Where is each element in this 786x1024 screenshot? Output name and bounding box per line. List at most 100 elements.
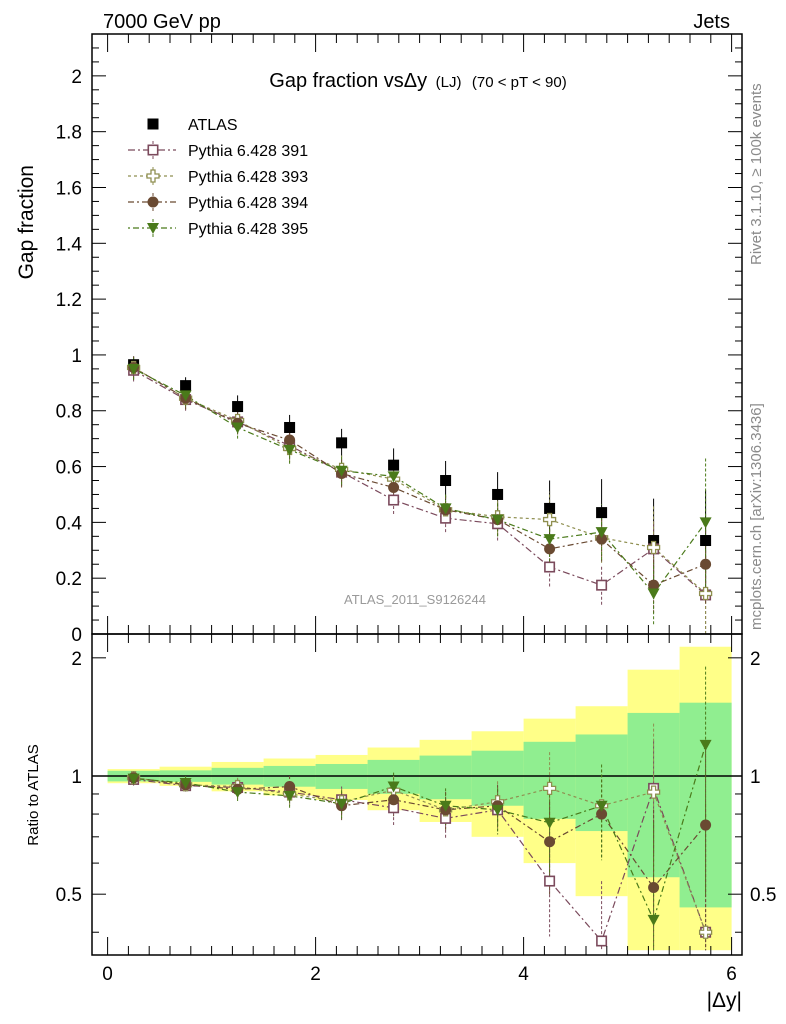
ratio-point — [544, 836, 556, 848]
y-axis-label: Gap fraction — [15, 165, 38, 279]
legend-marker — [147, 196, 159, 208]
series-point — [700, 558, 712, 570]
ratio-y-axis-label: Ratio to ATLAS — [25, 744, 42, 845]
ratio-point — [596, 808, 608, 820]
atlas-point — [700, 535, 712, 547]
header-jets-label: Jets — [693, 11, 730, 33]
series-point — [544, 561, 556, 573]
y-tick-label: 0.6 — [56, 458, 82, 479]
atlas-point — [180, 380, 192, 392]
series-point — [283, 444, 296, 456]
ratio-point — [127, 773, 140, 785]
series-point — [596, 533, 608, 545]
ratio-y-tick-label: 0.5 — [750, 885, 776, 906]
x-tick-label: 0 — [102, 964, 113, 985]
series-point — [596, 579, 608, 591]
atlas-point — [232, 401, 244, 413]
axes-frames: 0 0.2 0.4 0.6 0.8 1 1.2 1.4 1.6 1.8 2 0 2 4 6 0.5 0.5 1 1 2… — [56, 33, 776, 985]
watermark: ATLAS_2011_S9126244 — [344, 592, 486, 607]
ratio-point — [700, 819, 712, 831]
ratio-series-line — [133, 778, 707, 943]
ratio-point — [542, 781, 557, 796]
series-point — [648, 579, 660, 591]
x-axis-label: |Δy| — [707, 989, 742, 1012]
x-tick-label: 6 — [726, 964, 737, 985]
ratio-point — [439, 800, 452, 812]
atlas-point — [648, 535, 660, 547]
series-point — [388, 481, 400, 493]
ratio-point — [388, 794, 400, 806]
ratio-point — [699, 739, 712, 751]
chart-title-cut: (70 < pT < 90) — [472, 74, 567, 91]
series-point — [491, 514, 504, 526]
series-point — [542, 512, 557, 527]
header-energy-label: 7000 GeV pp — [103, 11, 221, 33]
ratio-y-tick-label: 2 — [71, 649, 82, 670]
legend-label: Pythia 6.428 394 — [188, 195, 308, 212]
series-point — [335, 465, 348, 477]
chart-title-main: Gap fraction vsΔy — [269, 70, 427, 92]
legend-marker — [147, 223, 159, 234]
series-point — [387, 471, 400, 483]
ratio-y-tick-label: 0.5 — [56, 885, 82, 906]
ratio-series-line — [133, 777, 707, 933]
atlas-point — [596, 507, 608, 519]
legend-marker — [146, 169, 160, 183]
y-tick-label: 0 — [71, 625, 82, 646]
rivet-version-label: Rivet 3.1.10, ≥ 100k events — [748, 83, 765, 265]
mcplots-label: mcplots.cern.ch [arXiv:1306.3436] — [748, 403, 765, 630]
y-tick-label: 0.8 — [56, 402, 82, 423]
legend-label: Pythia 6.428 393 — [188, 169, 308, 186]
legend-marker — [147, 144, 159, 156]
ratio-point — [491, 804, 504, 816]
ratio-point — [283, 790, 296, 802]
chart-title: Gap fraction vsΔy (LJ) (70 < pT < 90) — [269, 70, 566, 92]
y-tick-label: 1 — [71, 346, 82, 367]
series-line — [133, 368, 707, 595]
legend-label: ATLAS — [188, 117, 238, 134]
y-tick-label: 0.2 — [56, 569, 82, 590]
y-tick-label: 0.4 — [56, 513, 83, 534]
series-point — [595, 527, 608, 539]
atlas-point — [492, 488, 504, 500]
x-tick-label: 2 — [310, 964, 321, 985]
atlas-point — [284, 421, 296, 433]
atlas-point — [440, 475, 452, 487]
ratio-point — [698, 925, 713, 939]
ratio-y-tick-label: 1 — [71, 767, 82, 788]
ratio-point — [335, 798, 348, 810]
series-point — [127, 363, 140, 375]
ratio-frame — [91, 633, 743, 956]
series-point — [698, 586, 713, 601]
ratio-uncertainty-bands — [92, 646, 742, 951]
atlas-point — [388, 459, 400, 471]
ratio-point — [179, 777, 192, 789]
ratio-point — [647, 914, 660, 926]
legend-marker — [147, 118, 159, 130]
ratio-y-tick-label: 1 — [750, 767, 761, 788]
ratio-point — [284, 781, 296, 793]
ratio-y-tick-label: 2 — [750, 649, 761, 670]
series-point — [699, 517, 712, 529]
series-point — [439, 503, 452, 515]
series-line — [133, 366, 706, 586]
legend-label: Pythia 6.428 395 — [188, 221, 308, 238]
ratio-point — [646, 785, 661, 799]
y-tick-label: 2 — [71, 67, 82, 88]
ratio-point — [544, 875, 556, 887]
y-tick-label: 1.8 — [56, 123, 82, 144]
series-point — [179, 390, 192, 402]
data-layer — [126, 356, 713, 951]
series-point — [647, 588, 660, 600]
x-tick-label: 4 — [518, 964, 529, 985]
series-line — [133, 366, 706, 594]
band-inner — [419, 755, 472, 800]
y-tick-label: 1.6 — [56, 178, 82, 199]
series-line — [133, 369, 706, 596]
ratio-point — [595, 800, 608, 812]
chart-title-region: (LJ) — [436, 74, 462, 91]
series-point — [543, 534, 556, 546]
y-tick-label: 1.4 — [56, 234, 83, 255]
series-point — [646, 540, 661, 555]
